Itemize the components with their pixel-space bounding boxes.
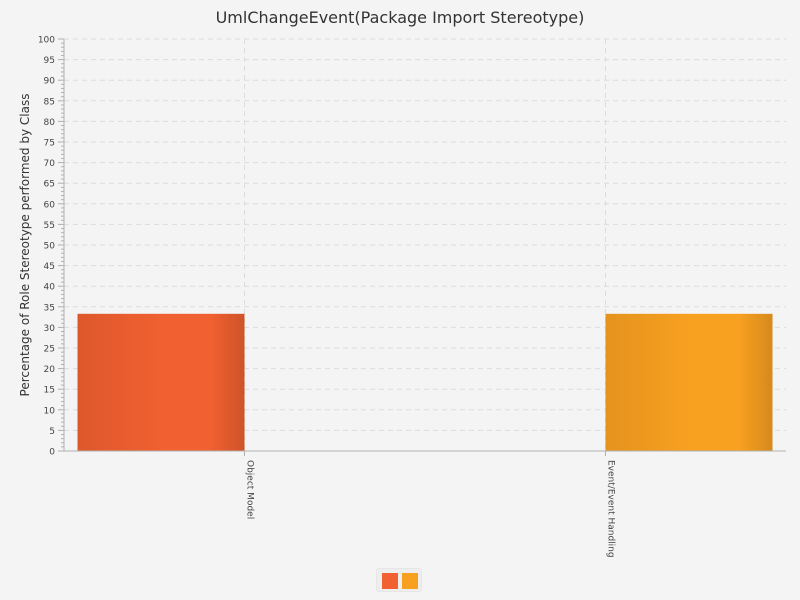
y-tick-label: 35 — [44, 303, 55, 313]
y-tick-label: 75 — [44, 139, 55, 149]
y-tick-label: 70 — [44, 159, 56, 169]
legend-swatch-series-2 — [402, 573, 418, 589]
y-tick-label: 20 — [44, 365, 56, 375]
y-tick-label: 15 — [44, 386, 55, 396]
y-tick-label: 25 — [44, 345, 55, 355]
chart-title: UmlChangeEvent(Package Import Stereotype… — [215, 8, 585, 27]
y-tick-label: 90 — [44, 77, 56, 87]
y-tick-label: 0 — [49, 448, 55, 458]
y-tick-label: 100 — [38, 36, 55, 46]
x-tick-label: Object Model — [245, 460, 255, 519]
y-tick-label: 95 — [44, 56, 55, 66]
y-tick-label: 80 — [44, 118, 56, 128]
bar-2-1 — [605, 313, 773, 451]
y-tick-label: 65 — [44, 180, 55, 190]
y-tick-label: 50 — [44, 242, 56, 252]
y-tick-label: 30 — [44, 324, 56, 334]
bar-1-0 — [77, 313, 245, 451]
legend-swatch-series-1 — [382, 573, 398, 589]
y-tick-label: 45 — [44, 262, 55, 272]
y-tick-label: 10 — [44, 406, 56, 416]
y-tick-label: 55 — [44, 221, 55, 231]
y-axis-label: Percentage of Role Stereotype performed … — [18, 94, 32, 397]
legend — [376, 568, 422, 592]
y-tick-label: 5 — [49, 427, 55, 437]
y-tick-label: 60 — [44, 200, 56, 210]
y-tick-label: 40 — [44, 283, 56, 293]
x-tick-label: Event/Event Handling — [606, 460, 616, 558]
y-tick-label: 85 — [44, 97, 55, 107]
